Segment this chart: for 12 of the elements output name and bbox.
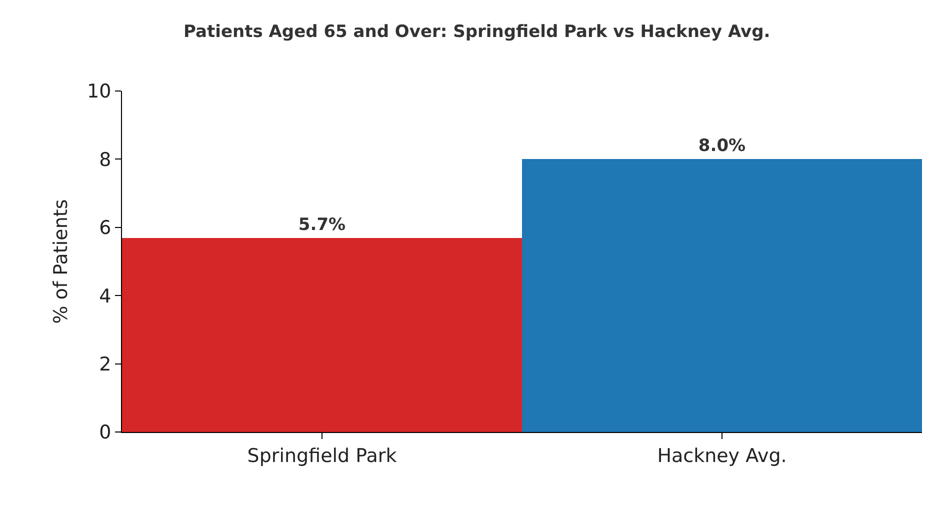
- data-label: 5.7%: [298, 215, 346, 235]
- x-tick-label: Springfield Park: [247, 444, 397, 467]
- y-tick-label: 4: [99, 285, 112, 308]
- y-tick-label: 0: [99, 422, 112, 444]
- data-label: 8.0%: [698, 136, 746, 156]
- y-tick-label: 6: [99, 217, 112, 240]
- y-tick-label: 2: [99, 353, 112, 376]
- y-axis-title: % of Patients: [50, 199, 72, 324]
- x-tick-label: Hackney Avg.: [657, 444, 787, 467]
- y-tick-label: 8: [99, 148, 112, 171]
- chart-title: Patients Aged 65 and Over: Springfield Park vs Hackney Avg.: [184, 22, 770, 42]
- y-tick-label: 10: [87, 80, 112, 103]
